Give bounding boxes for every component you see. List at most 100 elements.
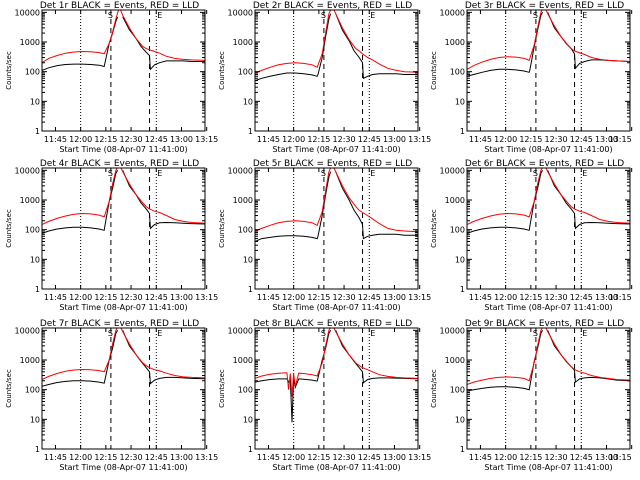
e-marker: E <box>370 11 375 20</box>
s-marker: S <box>533 11 538 20</box>
x-tick-label: 13:00 <box>383 135 406 144</box>
x-tick-label: 13:15 <box>609 135 632 144</box>
x-axis-label: Start Time (08-Apr-07 11:41:00) <box>59 145 187 154</box>
x-tick-label: 11:45 <box>257 293 280 302</box>
y-tick-label: 100 <box>450 386 465 395</box>
plot-frame <box>254 327 419 450</box>
plot-frame <box>466 327 631 450</box>
y-tick-label: 100 <box>25 226 40 235</box>
events-series-line <box>42 16 205 71</box>
x-tick-label: 13:00 <box>595 453 618 462</box>
y-axis-label: Counts/sec <box>430 369 438 408</box>
y-tick-label: 100 <box>238 68 253 77</box>
plot-frame <box>254 9 419 132</box>
x-tick-label: 12:15 <box>94 135 117 144</box>
x-tick-label: 12:00 <box>282 293 305 302</box>
events-series-line <box>255 171 418 242</box>
plot-frame <box>41 9 206 132</box>
plot-frame <box>41 327 206 450</box>
panel-title: Det 1r BLACK = Events, RED = LLD <box>40 1 199 11</box>
e-marker: E <box>582 11 587 20</box>
y-tick-label: 10 <box>30 97 40 106</box>
s-marker: S <box>533 169 538 178</box>
events-series-line <box>255 330 418 423</box>
x-tick-label: 12:45 <box>358 135 381 144</box>
x-tick-label: 12:15 <box>307 135 330 144</box>
x-tick-label: 13:15 <box>408 135 431 144</box>
panel-title: Det 2r BLACK = Events, RED = LLD <box>253 1 412 11</box>
x-axis-label: Start Time (08-Apr-07 11:41:00) <box>59 303 187 312</box>
y-tick-label: 100 <box>238 386 253 395</box>
y-tick-label: 10 <box>243 415 253 424</box>
y-tick-label: 10000 <box>15 326 40 335</box>
y-tick-label: 1000 <box>233 356 253 365</box>
s-marker: S <box>108 329 113 338</box>
panel-title: Det 7r BLACK = Events, RED = LLD <box>40 319 199 329</box>
y-tick-label: 100 <box>450 68 465 77</box>
y-tick-label: 1 <box>248 127 253 136</box>
panel-title: Det 9r BLACK = Events, RED = LLD <box>465 319 624 329</box>
x-tick-label: 12:30 <box>333 135 356 144</box>
s-marker: S <box>321 329 326 338</box>
events-series-line <box>467 12 630 77</box>
x-tick-label: 13:15 <box>609 453 632 462</box>
x-tick-label: 12:15 <box>94 293 117 302</box>
events-series-line <box>467 170 630 234</box>
x-tick-label: 13:00 <box>383 293 406 302</box>
x-tick-label: 12:45 <box>358 293 381 302</box>
y-tick-label: 1 <box>35 285 40 294</box>
y-tick-label: 1000 <box>20 38 40 47</box>
plot-frame <box>41 167 206 290</box>
lld-series-line <box>42 328 205 380</box>
y-tick-label: 1 <box>248 285 253 294</box>
panel-title: Det 8r BLACK = Events, RED = LLD <box>253 319 412 329</box>
e-marker: E <box>582 169 587 178</box>
y-axis-label: Counts/sec <box>218 369 226 408</box>
x-tick-label: 13:15 <box>408 453 431 462</box>
x-tick-label: 13:15 <box>408 293 431 302</box>
panel-title: Det 3r BLACK = Events, RED = LLD <box>465 1 624 11</box>
x-axis-label: Start Time (08-Apr-07 11:41:00) <box>272 145 400 154</box>
x-tick-label: 11:45 <box>257 135 280 144</box>
x-tick-label: 12:30 <box>120 293 143 302</box>
panel-title: Det 4r BLACK = Events, RED = LLD <box>40 159 199 169</box>
x-tick-label: 12:00 <box>69 135 92 144</box>
y-tick-label: 1000 <box>233 196 253 205</box>
events-series-line <box>255 13 418 82</box>
x-tick-label: 11:45 <box>44 293 67 302</box>
y-tick-label: 1 <box>460 285 465 294</box>
y-tick-label: 100 <box>25 68 40 77</box>
y-axis-label: Counts/sec <box>5 51 13 90</box>
y-tick-label: 1 <box>460 445 465 454</box>
y-tick-label: 10 <box>243 97 253 106</box>
panel-title: Det 5r BLACK = Events, RED = LLD <box>253 159 412 169</box>
x-tick-label: 13:00 <box>383 453 406 462</box>
events-series-line <box>467 330 630 392</box>
y-tick-label: 100 <box>25 386 40 395</box>
x-tick-label: 13:00 <box>595 293 618 302</box>
y-tick-label: 10000 <box>440 8 465 17</box>
x-tick-label: 12:00 <box>494 293 517 302</box>
y-tick-label: 100 <box>238 226 253 235</box>
y-tick-label: 10 <box>30 255 40 264</box>
x-tick-label: 13:15 <box>195 453 218 462</box>
lld-series-line <box>255 168 418 233</box>
s-marker: S <box>533 329 538 338</box>
x-tick-label: 12:00 <box>494 453 517 462</box>
x-axis-label: Start Time (08-Apr-07 11:41:00) <box>484 145 612 154</box>
x-tick-label: 12:00 <box>494 135 517 144</box>
lld-series-line <box>42 10 205 64</box>
x-tick-label: 13:00 <box>170 453 193 462</box>
x-tick-label: 13:00 <box>170 135 193 144</box>
y-tick-label: 10000 <box>228 326 253 335</box>
x-tick-label: 11:45 <box>469 453 492 462</box>
y-axis-label: Counts/sec <box>5 209 13 248</box>
